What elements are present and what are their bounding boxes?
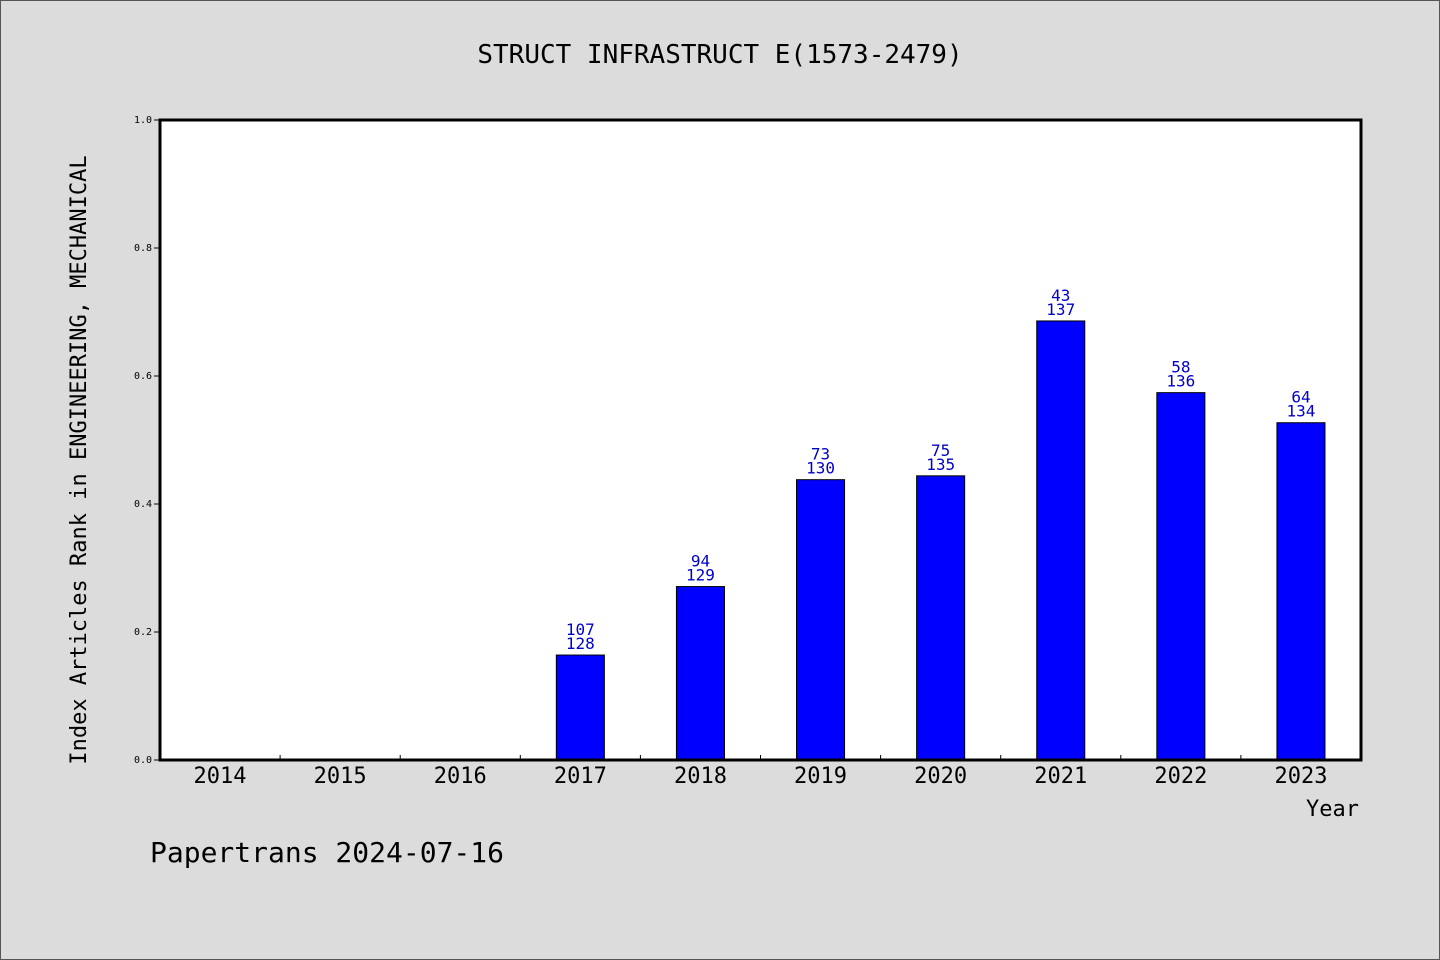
x-tick-label: 2023 [1274, 764, 1327, 789]
data-label-total: 128 [566, 634, 595, 653]
y-tick-label: 0.4 [134, 499, 152, 510]
data-label-total: 135 [926, 455, 955, 474]
data-label-total: 134 [1286, 402, 1315, 421]
x-tick-label: 2014 [194, 764, 247, 789]
bar [1036, 320, 1086, 761]
y-tick-label: 0.8 [134, 243, 152, 254]
data-label-total: 136 [1166, 372, 1195, 391]
x-tick-label: 2022 [1154, 764, 1207, 789]
bar [675, 586, 725, 761]
data-label-total: 137 [1046, 300, 1075, 319]
data-label-total: 130 [806, 459, 835, 478]
y-axis-label: Index Articles Rank in ENGINEERING, MECH… [67, 155, 92, 764]
data-label-rank: 75 [931, 441, 950, 460]
bar [916, 475, 966, 761]
data-label-total: 129 [686, 566, 715, 585]
bar [1276, 422, 1326, 761]
data-label-rank: 58 [1171, 358, 1190, 377]
bar [796, 479, 846, 761]
y-tick-label: 0.6 [134, 371, 152, 382]
chart-title: STRUCT INFRASTRUCT E(1573-2479) [477, 40, 962, 70]
x-ticks-group: 2014 2015 2016 2017 2018 2019 2020 2021 2022 2023 [194, 755, 1327, 789]
x-tick-label: 2021 [1034, 764, 1087, 789]
x-tick-label: 2016 [434, 764, 487, 789]
data-label-rank: 94 [691, 552, 710, 571]
data-label-rank: 43 [1051, 286, 1070, 305]
x-tick-label: 2019 [794, 764, 847, 789]
bar [555, 654, 605, 761]
x-tick-label: 2018 [674, 764, 727, 789]
x-tick-label: 2017 [554, 764, 607, 789]
y-tick-label: 0.2 [134, 627, 152, 638]
x-axis-label: Year [1306, 797, 1359, 822]
y-tick-label: 1.0 [134, 115, 152, 126]
bars-group [555, 320, 1326, 761]
footer-credit: Papertrans 2024-07-16 [150, 836, 504, 869]
x-tick-label: 2015 [314, 764, 367, 789]
x-tick-label: 2020 [914, 764, 967, 789]
data-label-rank: 64 [1291, 388, 1310, 407]
data-label-rank: 107 [566, 620, 595, 639]
y-tick-label: 0.0 [134, 755, 152, 766]
plot-border [158, 118, 1363, 762]
data-label-rank: 73 [811, 445, 830, 464]
y-ticks-group: 0.0 0.2 0.4 0.6 0.8 1.0 [134, 115, 160, 766]
bar [1156, 392, 1206, 761]
